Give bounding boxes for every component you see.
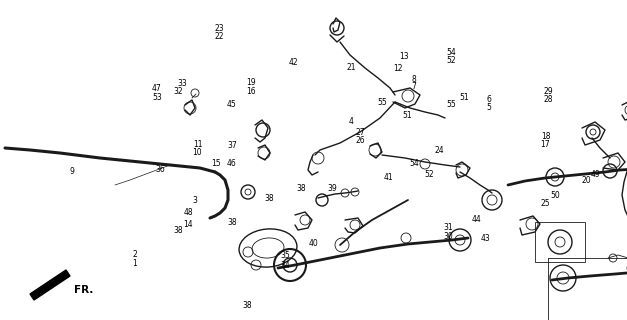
Text: 37: 37 [227, 141, 237, 150]
Text: 51: 51 [403, 111, 413, 120]
Text: 35: 35 [280, 252, 290, 260]
Text: 17: 17 [540, 140, 551, 148]
Text: 23: 23 [214, 24, 224, 33]
Text: 42: 42 [288, 58, 298, 67]
Text: 38: 38 [227, 218, 237, 227]
Text: 40: 40 [308, 239, 319, 248]
Text: 32: 32 [174, 87, 184, 96]
Text: 54: 54 [409, 159, 419, 168]
Text: 55: 55 [377, 98, 387, 107]
Text: 22: 22 [214, 32, 224, 41]
Text: 1: 1 [132, 260, 137, 268]
Text: 34: 34 [280, 261, 290, 270]
Text: 46: 46 [227, 159, 237, 168]
Text: 29: 29 [544, 87, 554, 96]
Text: 14: 14 [183, 220, 193, 228]
Text: 51: 51 [459, 93, 469, 102]
Text: 15: 15 [211, 159, 221, 168]
Text: 52: 52 [424, 170, 435, 179]
Text: 54: 54 [446, 48, 456, 57]
Text: 5: 5 [487, 103, 492, 112]
Text: 38: 38 [243, 301, 253, 310]
Text: 43: 43 [481, 234, 491, 243]
Text: 25: 25 [540, 199, 551, 208]
Text: 18: 18 [540, 132, 551, 140]
Text: 3: 3 [192, 196, 197, 204]
Text: 53: 53 [152, 93, 162, 102]
Text: 21: 21 [346, 63, 356, 72]
Text: 30: 30 [443, 232, 453, 241]
Text: 19: 19 [246, 78, 256, 87]
Text: 38: 38 [174, 226, 184, 235]
Text: 39: 39 [327, 184, 337, 193]
Text: 11: 11 [192, 140, 203, 148]
Text: 33: 33 [177, 79, 187, 88]
Polygon shape [30, 270, 70, 300]
Text: 6: 6 [487, 95, 492, 104]
Text: 55: 55 [446, 100, 456, 108]
Text: FR.: FR. [74, 285, 93, 295]
Text: 12: 12 [393, 64, 403, 73]
Text: 7: 7 [411, 82, 416, 91]
Text: 24: 24 [434, 146, 444, 155]
Text: 16: 16 [246, 87, 256, 96]
Bar [535, 222, 585, 262]
Text: 50: 50 [550, 191, 560, 200]
Text: 31: 31 [443, 223, 453, 232]
Text: 36: 36 [155, 165, 165, 174]
Text: 45: 45 [227, 100, 237, 108]
Text: 41: 41 [384, 173, 394, 182]
Text: 52: 52 [446, 56, 456, 65]
Text: 48: 48 [183, 208, 193, 217]
Text: 47: 47 [152, 84, 162, 93]
Text: 13: 13 [399, 52, 409, 61]
Text: 28: 28 [544, 95, 554, 104]
Text: 38: 38 [296, 184, 306, 193]
Text: 20: 20 [581, 176, 591, 185]
Text: 8: 8 [411, 75, 416, 84]
Text: 38: 38 [265, 194, 275, 203]
Text: 27: 27 [356, 128, 366, 137]
Text: 26: 26 [356, 136, 366, 145]
Text: 2: 2 [132, 250, 137, 259]
Text: 4: 4 [349, 117, 354, 126]
Text: 9: 9 [70, 167, 75, 176]
Text: 49: 49 [591, 170, 601, 179]
Bar [548, 258, 627, 320]
Text: 10: 10 [192, 148, 203, 156]
Text: 44: 44 [472, 215, 482, 224]
